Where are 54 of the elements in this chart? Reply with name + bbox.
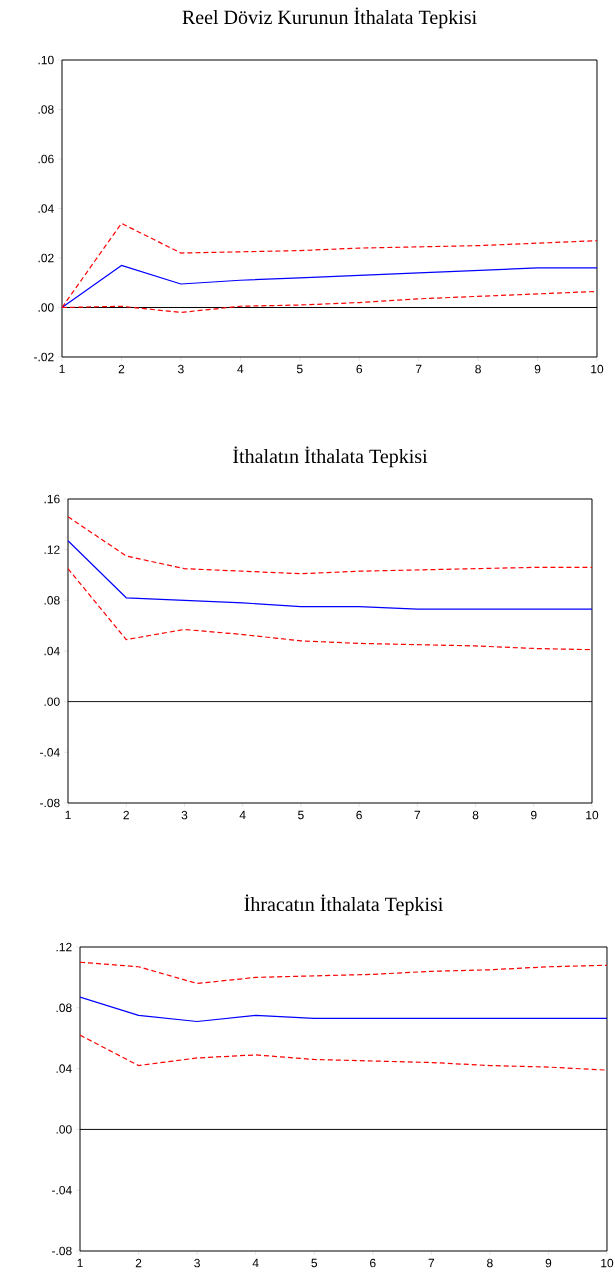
- y-tick-label: .08: [44, 596, 60, 605]
- y-tick-label: -.08: [40, 798, 60, 808]
- y-tick-label: .00: [44, 697, 60, 706]
- x-tick-label: 1: [77, 1258, 83, 1268]
- y-tick-label: -.08: [52, 1246, 72, 1256]
- x-tick-label: 9: [530, 810, 537, 820]
- y-tick-label: .02: [38, 253, 54, 263]
- x-tick-label: 2: [118, 364, 125, 374]
- x-tick-label: 7: [415, 364, 422, 374]
- x-tick-label: 6: [370, 1258, 376, 1268]
- x-tick-label: 8: [472, 810, 479, 820]
- x-tick-label: 6: [356, 810, 362, 820]
- y-tick-label: .16: [44, 494, 60, 504]
- x-tick-label: 4: [239, 810, 246, 820]
- x-tick-label: 5: [296, 364, 303, 374]
- y-tick-label: -.02: [34, 352, 54, 362]
- x-tick-label: 3: [178, 364, 184, 374]
- x-tick-label: 1: [65, 810, 71, 820]
- y-tick-label: .00: [56, 1125, 72, 1134]
- y-tick-label: .04: [56, 1064, 72, 1073]
- y-tick-label: .12: [56, 942, 72, 952]
- x-tick-label: 9: [545, 1258, 552, 1268]
- x-tick-label: 1: [59, 364, 65, 374]
- x-tick-label: 7: [428, 1258, 435, 1268]
- x-tick-label: 10: [586, 810, 599, 820]
- x-tick-label: 10: [591, 364, 604, 374]
- y-tick-label: -.04: [40, 748, 60, 757]
- y-tick-label: .10: [38, 55, 54, 65]
- x-tick-label: 8: [475, 364, 481, 374]
- y-tick-label: .04: [44, 646, 60, 656]
- y-tick-label: .06: [38, 154, 54, 164]
- x-tick-label: 2: [123, 810, 129, 820]
- line-series: [80, 961, 607, 985]
- x-tick-label: 3: [194, 1258, 200, 1268]
- chart-title: İthalatın İthalata Tepkisi: [233, 446, 428, 468]
- x-tick-label: 4: [252, 1258, 259, 1268]
- x-tick-label: 9: [534, 364, 541, 374]
- x-tick-label: 8: [487, 1258, 493, 1268]
- y-tick-label: -.04: [52, 1185, 72, 1195]
- chart-title: İhracatın İthalata Tepkisi: [244, 894, 443, 916]
- x-tick-label: 7: [414, 810, 421, 820]
- x-tick-label: 5: [298, 810, 304, 820]
- y-tick-label: .04: [38, 204, 54, 213]
- x-tick-label: 4: [237, 364, 244, 374]
- x-tick-label: 10: [601, 1258, 614, 1268]
- y-tick-label: .00: [38, 303, 54, 312]
- y-tick-label: .08: [38, 105, 54, 114]
- x-tick-label: 6: [356, 364, 363, 374]
- chart-title: Reel Döviz Kurunun İthalata Tepkisi: [182, 7, 477, 29]
- y-tick-label: .08: [56, 1003, 72, 1013]
- y-tick-label: .12: [44, 545, 60, 554]
- x-tick-label: 2: [135, 1258, 142, 1268]
- x-tick-label: 3: [181, 810, 188, 820]
- x-tick-label: 5: [311, 1258, 318, 1268]
